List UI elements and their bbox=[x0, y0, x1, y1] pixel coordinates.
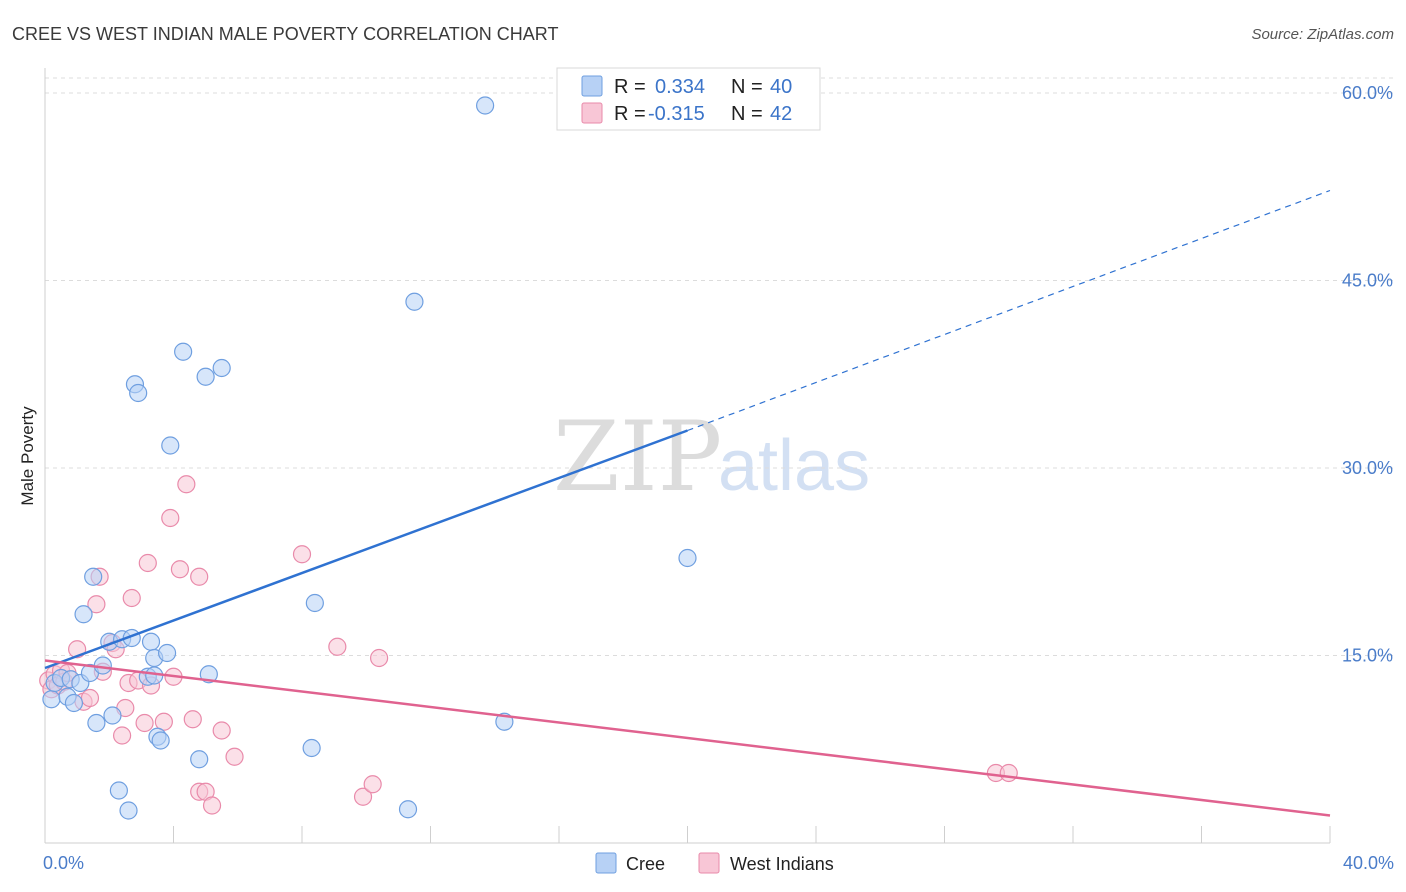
cree-point-7 bbox=[74, 605, 93, 624]
x-tick-label-min: 0.0% bbox=[43, 853, 84, 873]
gridlines bbox=[45, 77, 1394, 656]
west-indians-point-28 bbox=[183, 710, 202, 729]
x-tick-label-max: 40.0% bbox=[1343, 853, 1394, 873]
cree-point-38 bbox=[678, 548, 697, 568]
cree-point-29 bbox=[196, 367, 215, 386]
y-tick-label-60: 60.0% bbox=[1342, 83, 1393, 103]
cree-points bbox=[42, 96, 697, 820]
cree-point-33 bbox=[305, 593, 324, 613]
west-indians-point-24 bbox=[161, 508, 180, 528]
west-indians-point-34 bbox=[225, 747, 244, 766]
legend-cree-r-label: R = bbox=[614, 76, 646, 98]
west-indians-point-21 bbox=[138, 553, 157, 573]
west-indians-point-41 bbox=[999, 763, 1018, 783]
cree-point-14 bbox=[109, 781, 128, 800]
watermark-zip: ZIP bbox=[553, 401, 722, 513]
y-tick-label-15: 15.0% bbox=[1342, 646, 1393, 666]
series-legend: Cree West Indians bbox=[595, 852, 834, 874]
west-indians-point-29 bbox=[190, 567, 209, 586]
legend-wi-r-value: -0.315 bbox=[648, 103, 705, 125]
cree-point-35 bbox=[398, 800, 418, 819]
west-indians-point-26 bbox=[170, 560, 190, 579]
west-indians-point-18 bbox=[122, 588, 141, 608]
west-indians-points bbox=[39, 475, 1018, 815]
legend-cree-n-value: 40 bbox=[770, 76, 792, 98]
cree-point-32 bbox=[302, 738, 321, 758]
cree-trend-line bbox=[44, 429, 688, 670]
cree-point-5 bbox=[64, 693, 84, 713]
west-indians-point-35 bbox=[292, 545, 312, 564]
legend-cree-swatch bbox=[581, 75, 603, 97]
y-axis-tick-labels: 15.0% 30.0% 45.0% 60.0% bbox=[1342, 83, 1393, 666]
cree-point-16 bbox=[119, 801, 138, 820]
cree-point-24 bbox=[151, 731, 170, 750]
trend-lines bbox=[44, 189, 1331, 817]
cree-point-25 bbox=[157, 643, 177, 663]
bottom-legend-wi-label: West Indians bbox=[730, 854, 834, 874]
legend-cree-r-value: 0.334 bbox=[655, 76, 705, 98]
legend-wi-n-label: N = bbox=[731, 103, 763, 125]
west-indians-trend-line bbox=[44, 659, 1331, 817]
cree-point-21 bbox=[141, 632, 161, 651]
west-indians-point-23 bbox=[154, 712, 173, 731]
bottom-legend-cree-label: Cree bbox=[626, 854, 665, 874]
cree-point-26 bbox=[161, 436, 180, 455]
west-indians-point-9 bbox=[80, 688, 100, 708]
west-indians-point-27 bbox=[177, 475, 196, 494]
bottom-legend-cree-swatch bbox=[595, 852, 617, 874]
cree-point-19 bbox=[129, 383, 148, 403]
west-indians-point-36 bbox=[328, 637, 347, 656]
cree-point-31 bbox=[212, 358, 231, 378]
legend-cree-n-label: N = bbox=[731, 76, 763, 98]
cree-point-36 bbox=[476, 96, 495, 115]
legend-wi-r-label: R = bbox=[614, 103, 646, 125]
west-indians-point-15 bbox=[112, 726, 132, 745]
west-indians-point-20 bbox=[135, 713, 154, 733]
y-tick-label-30: 30.0% bbox=[1342, 458, 1393, 478]
bottom-legend-wi-swatch bbox=[698, 852, 720, 874]
cree-point-0 bbox=[42, 690, 61, 709]
watermark-atlas: atlas bbox=[718, 426, 870, 506]
legend-wi-swatch bbox=[581, 102, 603, 124]
west-indians-point-37 bbox=[353, 787, 373, 806]
cree-trend-extension bbox=[687, 189, 1331, 432]
cree-point-9 bbox=[84, 567, 103, 586]
cree-point-34 bbox=[405, 292, 424, 311]
y-tick-label-45: 45.0% bbox=[1342, 271, 1393, 291]
cree-point-27 bbox=[174, 342, 193, 361]
west-indians-point-33 bbox=[212, 721, 231, 740]
chart-source: Source: ZipAtlas.com bbox=[1251, 26, 1394, 43]
west-indians-point-39 bbox=[370, 648, 389, 668]
west-indians-point-32 bbox=[202, 796, 222, 815]
west-indians-point-10 bbox=[87, 595, 106, 614]
correlation-legend: R = 0.334 N = 40 R = -0.315 N = 42 bbox=[556, 67, 821, 131]
legend-wi-n-value: 42 bbox=[770, 103, 792, 125]
cree-point-28 bbox=[190, 750, 209, 769]
cree-point-13 bbox=[103, 706, 122, 725]
cree-point-10 bbox=[87, 713, 106, 733]
chart-title: CREE VS WEST INDIAN MALE POVERTY CORRELA… bbox=[12, 24, 558, 44]
x-axis-ticks bbox=[173, 826, 1331, 843]
y-axis-label: Male Poverty bbox=[18, 406, 37, 506]
west-indians-point-38 bbox=[363, 775, 382, 794]
